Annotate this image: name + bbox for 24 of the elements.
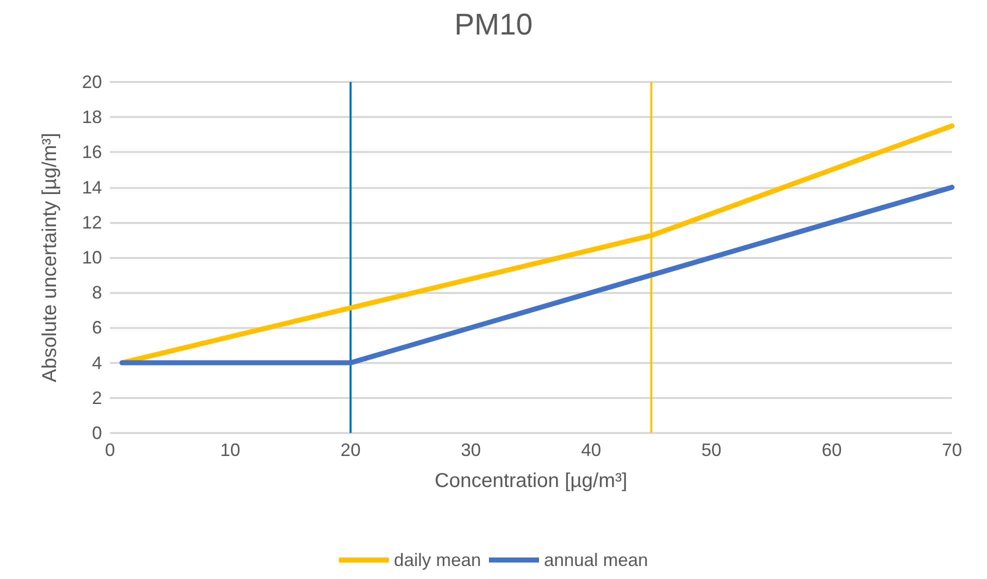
x-tick-label: 60 (822, 440, 842, 460)
x-tick-label: 30 (460, 440, 481, 460)
y-tick-label: 2 (92, 388, 102, 408)
x-tick-label: 10 (220, 440, 240, 460)
x-tick-label: 20 (340, 440, 361, 460)
y-tick-label: 20 (82, 72, 102, 92)
y-tick-label: 4 (92, 352, 102, 373)
x-tick-label: 70 (942, 440, 962, 460)
y-tick-label: 14 (82, 177, 102, 198)
x-tick-label: 40 (581, 440, 602, 460)
legend-label: annual mean (544, 550, 648, 570)
x-axis-title: Concentration [µg/m³] (434, 470, 628, 492)
y-tick-label: 18 (82, 107, 102, 128)
y-tick-label: 8 (92, 282, 102, 303)
y-tick-label: 10 (82, 248, 102, 268)
chart-title: PM10 (454, 8, 533, 42)
legend-label: daily mean (394, 550, 481, 570)
y-tick-label: 16 (82, 142, 102, 162)
y-axis-title: Absolute uncertainty [µg/m³] (39, 132, 61, 382)
y-tick-label: 12 (82, 212, 102, 232)
y-tick-label: 6 (92, 318, 102, 338)
x-tick-label: 0 (104, 440, 116, 460)
y-tick-label: 0 (92, 423, 102, 443)
x-tick-label: 50 (701, 440, 722, 460)
